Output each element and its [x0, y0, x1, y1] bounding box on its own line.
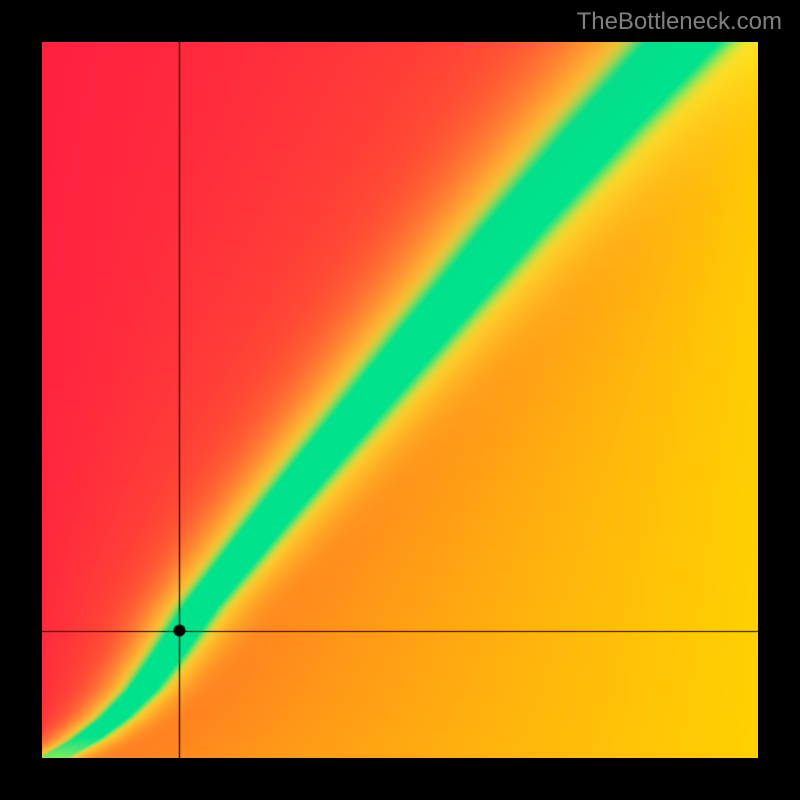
bottleneck-heatmap	[42, 42, 758, 758]
watermark-text: TheBottleneck.com	[577, 8, 782, 36]
crosshair-overlay	[42, 42, 758, 758]
